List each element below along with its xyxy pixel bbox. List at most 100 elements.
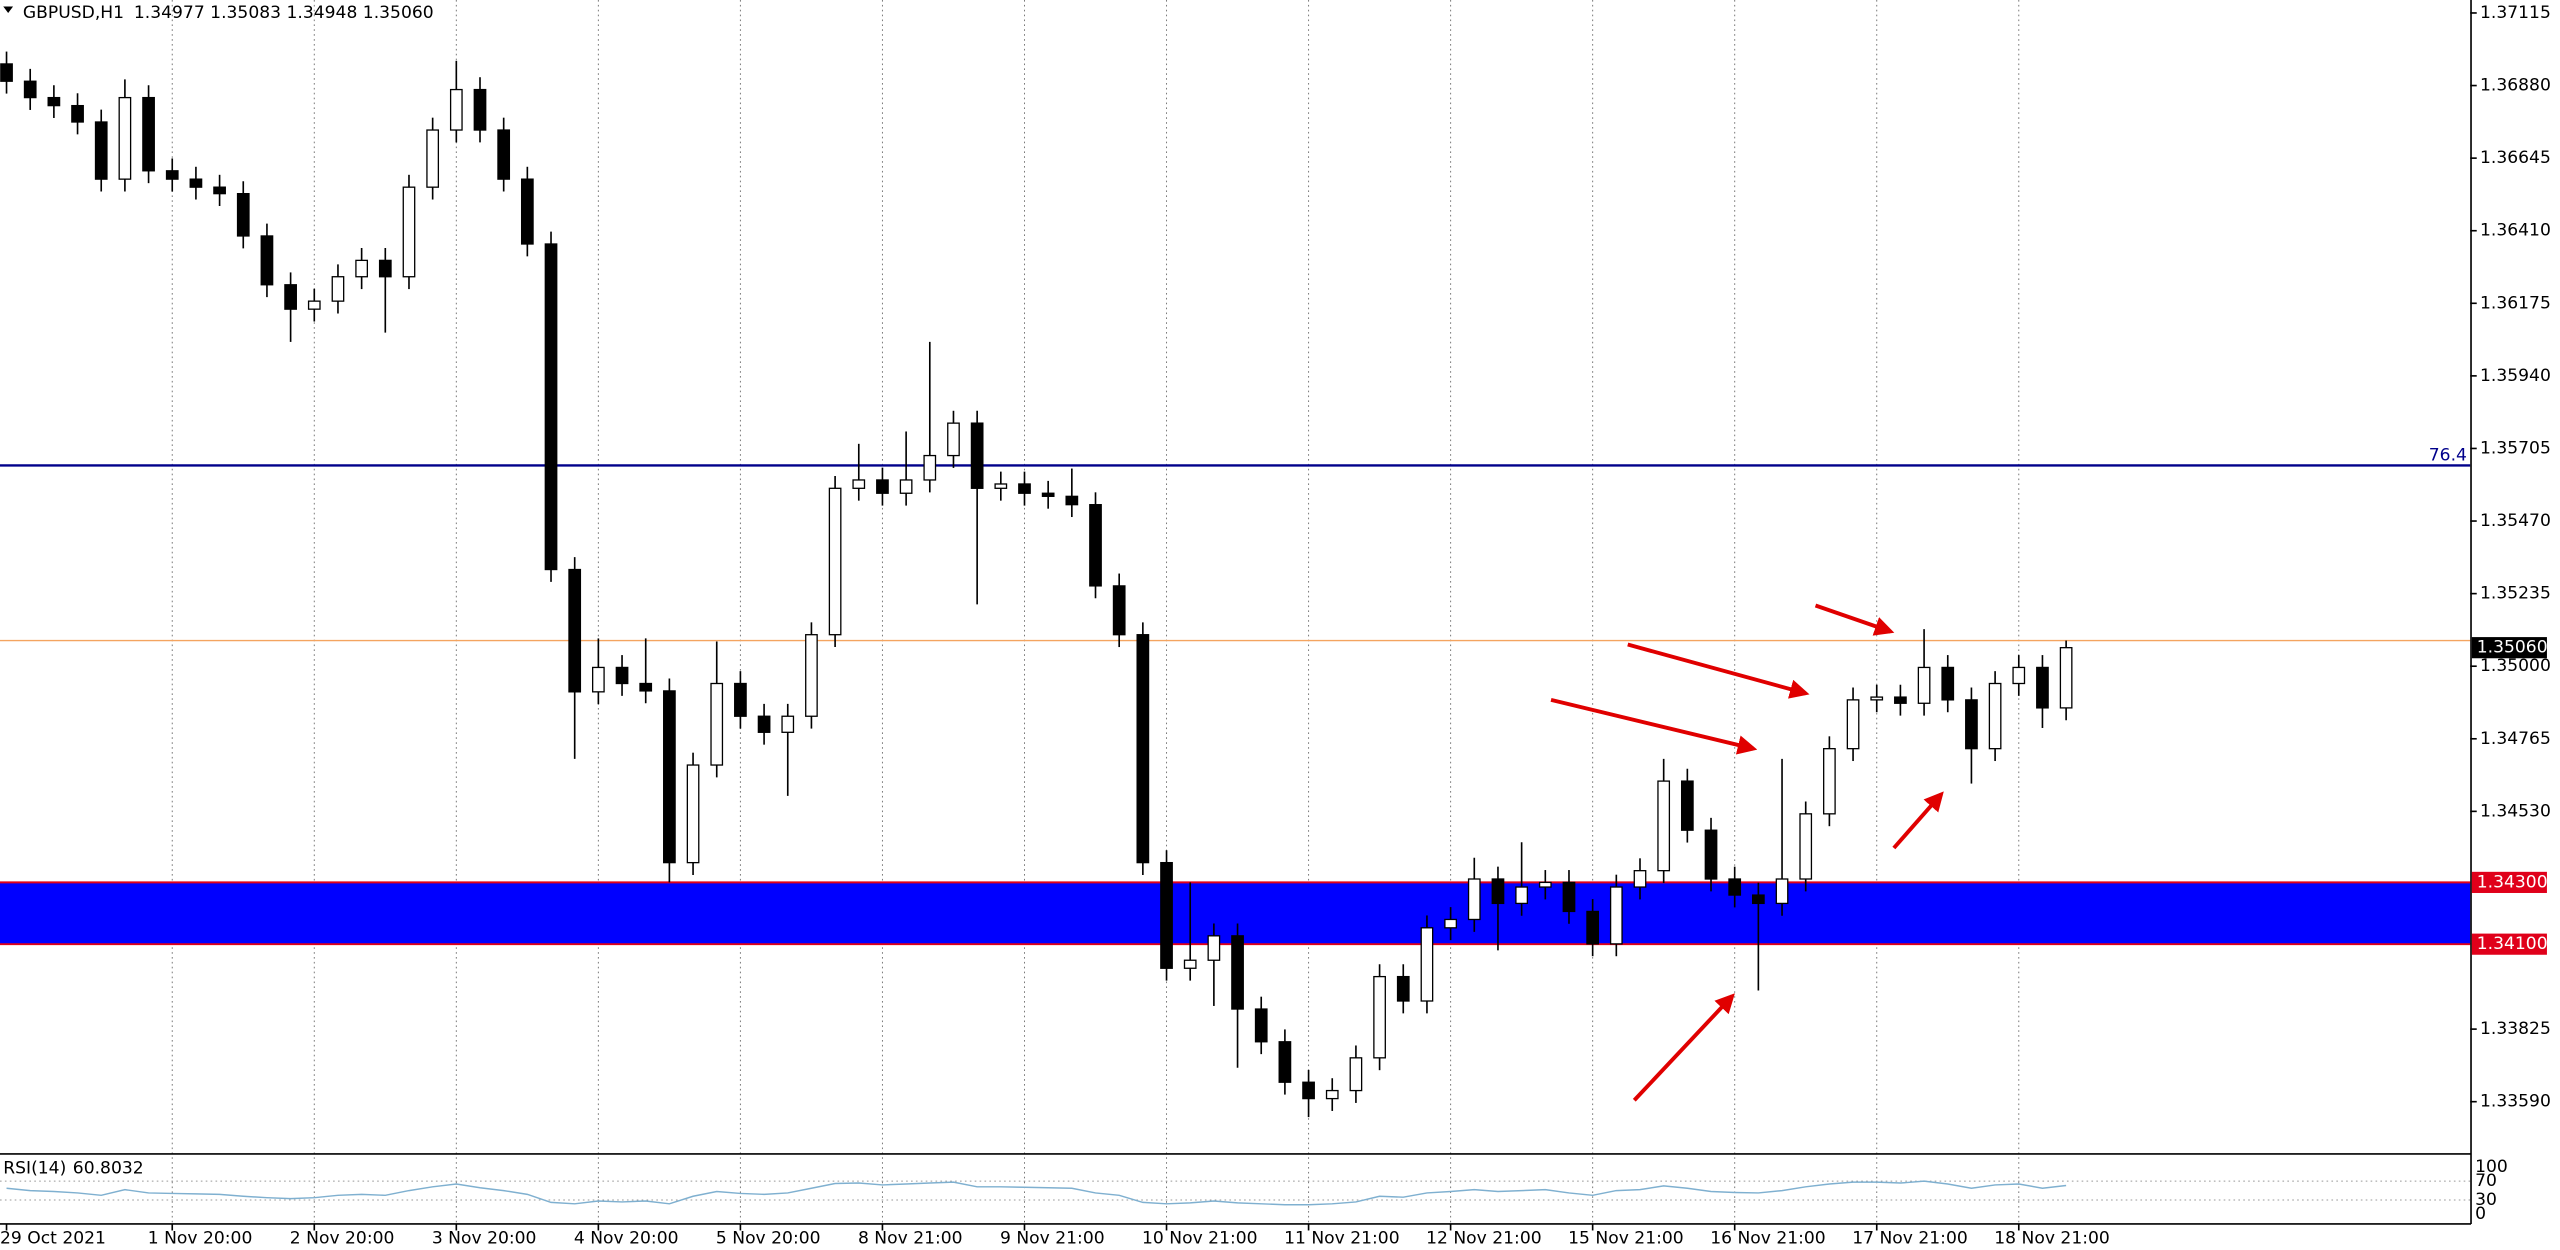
candle-body	[142, 96, 155, 172]
x-tick-label: 1 Nov 20:00	[148, 1229, 253, 1249]
candle-body	[426, 129, 440, 188]
indicator-tick-label: 100	[2475, 1157, 2508, 1177]
candle-body	[331, 276, 345, 302]
candle-body	[1728, 878, 1742, 896]
candle-body	[165, 170, 179, 180]
arrow	[1814, 603, 1895, 636]
indicator-line	[6, 1180, 2067, 1206]
zone-label: 1.34100	[2477, 934, 2548, 954]
candle-body	[1917, 666, 1931, 704]
candle-body	[236, 193, 250, 237]
candle-body	[1799, 813, 1813, 880]
candle-body	[1254, 1008, 1268, 1043]
arrow	[1892, 791, 1944, 850]
candle-body	[1586, 910, 1600, 945]
candle-body	[1396, 975, 1410, 1002]
candle-body	[1894, 696, 1907, 704]
candle-body	[1207, 935, 1221, 961]
candle-body	[94, 121, 108, 180]
y-tick-label: 1.33825	[2480, 1019, 2551, 1039]
candle-body	[2012, 666, 2026, 685]
candle-body	[1018, 483, 1031, 494]
candle-body	[923, 454, 937, 481]
quote: 1.34977 1.35083 1.34948 1.35060	[134, 3, 434, 23]
y-tick-label: 1.34530	[2480, 801, 2551, 821]
y-tick-label: 1.33590	[2480, 1092, 2551, 1112]
zone-label-box	[2471, 933, 2547, 955]
candle-body	[189, 178, 203, 188]
candle-body	[1373, 975, 1386, 1059]
candle-body	[615, 666, 629, 685]
candle-body	[568, 568, 582, 693]
candle-body	[947, 422, 960, 457]
y-tick-label: 1.35470	[2480, 511, 2551, 531]
candle-body	[1657, 780, 1671, 872]
candle-body	[1041, 492, 1055, 497]
x-tick-label: 4 Nov 20:00	[574, 1229, 679, 1249]
candle-body	[734, 682, 747, 717]
y-tick-label: 1.35235	[2480, 584, 2551, 604]
candle-body	[402, 186, 416, 278]
y-tick-label: 1.35940	[2480, 366, 2551, 386]
candle-body	[1065, 495, 1079, 506]
candle-body	[1444, 918, 1457, 929]
annotations	[1550, 603, 1944, 1102]
candle-body	[1538, 881, 1552, 888]
y-tick-label: 1.37115	[2480, 3, 2551, 23]
arrow	[1627, 642, 1810, 699]
x-tick-label: 3 Nov 20:00	[432, 1229, 537, 1249]
zone-label: 1.34300	[2477, 872, 2548, 892]
candle-body	[497, 129, 511, 180]
x-tick-label: 8 Nov 21:00	[858, 1229, 963, 1249]
indicator-tick-label: 0	[2475, 1204, 2486, 1224]
candle-body	[1633, 870, 1647, 888]
x-tick-label: 10 Nov 21:00	[1142, 1229, 1258, 1249]
x-tick-label: 29 Oct 2021	[0, 1229, 106, 1249]
candle-body	[284, 284, 297, 310]
menu-triangle	[3, 6, 14, 14]
candle-body	[1609, 886, 1623, 945]
arrow	[1632, 993, 1735, 1102]
x-tick-label: 17 Nov 21:00	[1852, 1229, 1968, 1249]
candle-body	[1183, 959, 1197, 969]
plot: 76.4	[0, 51, 2471, 1206]
candle-body	[663, 690, 676, 864]
x-tick-label: 18 Nov 21:00	[1994, 1229, 2110, 1249]
candle-body	[1823, 748, 1836, 815]
candle-body	[710, 682, 724, 766]
candle-body	[544, 243, 558, 571]
candle-body	[1325, 1089, 1339, 1100]
candle-body	[1420, 927, 1434, 1002]
candle-body	[828, 487, 842, 636]
y-tick-label: 1.36645	[2480, 148, 2551, 168]
candle-body	[1231, 935, 1244, 1010]
x-tick-label: 12 Nov 21:00	[1426, 1229, 1542, 1249]
x-tick-label: 9 Nov 21:00	[1000, 1229, 1105, 1249]
candle-body	[1467, 878, 1481, 921]
candle-body	[1846, 699, 1860, 750]
indicator-value: 60.8032	[73, 1159, 144, 1179]
indicator-tick-label: 30	[2475, 1190, 2497, 1210]
grid	[0, 0, 2471, 1224]
candle-body	[1491, 878, 1505, 905]
candle-body	[1278, 1041, 1292, 1083]
candle-body	[1562, 881, 1576, 913]
candle-body	[1515, 886, 1528, 905]
x-tick-label: 11 Nov 21:00	[1284, 1229, 1400, 1249]
candle-body	[639, 682, 653, 692]
candle-body	[781, 715, 795, 733]
candle-body	[1775, 878, 1789, 905]
candle-body	[378, 259, 392, 278]
candle-body	[1752, 894, 1765, 905]
candle-body	[449, 88, 463, 131]
candle-body	[757, 715, 771, 733]
candle-body	[1089, 504, 1102, 587]
candle-body	[970, 422, 984, 489]
candle-body	[355, 259, 368, 278]
candle-body	[1136, 634, 1150, 864]
candle-body	[686, 764, 700, 864]
candle-body	[47, 96, 61, 107]
candle-body	[1349, 1057, 1363, 1092]
candle-body	[1941, 666, 1955, 701]
